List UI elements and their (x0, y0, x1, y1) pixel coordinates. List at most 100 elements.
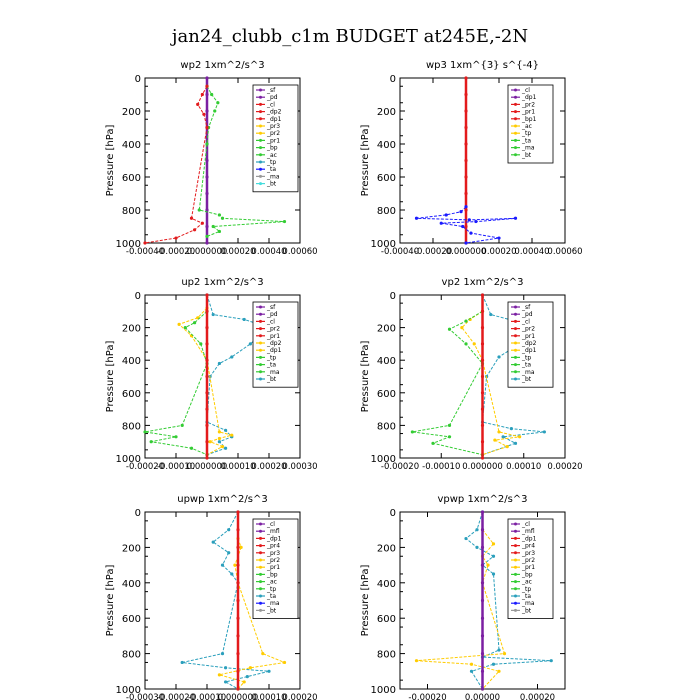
legend-marker (259, 174, 262, 178)
data-point (227, 551, 231, 555)
y-tick-label: 200 (377, 107, 396, 118)
legend-marker (259, 529, 262, 533)
legend-marker (514, 601, 517, 605)
y-tick-label: 200 (122, 107, 141, 118)
legend-marker (514, 341, 517, 345)
legend-marker (259, 167, 262, 171)
x-tick-label: -0.00020 (408, 693, 446, 700)
y-tick-label: 800 (377, 206, 396, 217)
legend-entry: _dp2 (266, 109, 282, 116)
legend-entry: _pr2 (266, 557, 280, 564)
x-tick-label: -0.00030 (126, 693, 164, 700)
legend-entry: _bt (521, 376, 532, 383)
data-point (236, 652, 240, 656)
data-point (211, 312, 215, 317)
legend-marker (259, 327, 262, 331)
data-point (189, 216, 194, 220)
legend-entry: _ac (266, 152, 277, 159)
data-point (239, 545, 243, 550)
legend-entry: _ac (266, 579, 277, 586)
data-point (205, 358, 209, 362)
legend-marker (259, 312, 262, 316)
legend-marker (259, 334, 262, 338)
data-point (205, 191, 209, 196)
legend-entry: _cl (521, 521, 530, 528)
legend-marker (259, 594, 262, 598)
x-tick-label: 0.00020 (481, 247, 516, 257)
legend-marker (514, 608, 517, 612)
data-point (486, 563, 490, 567)
legend-marker (259, 117, 262, 121)
x-tick-label: -0.00010 (422, 462, 460, 472)
data-point (509, 427, 513, 431)
legend-marker (259, 572, 262, 576)
data-point (236, 510, 240, 514)
y-tick-label: 1000 (371, 239, 396, 250)
legend-entry: _tp (266, 354, 276, 361)
data-point (475, 545, 479, 550)
data-point (469, 231, 473, 235)
panel-title: vpwp 1xm^2/s^3 (437, 494, 527, 505)
y-tick-label: 400 (377, 140, 396, 151)
legend-marker (514, 124, 517, 128)
legend-marker (514, 558, 517, 562)
data-point (480, 563, 485, 567)
y-tick-label: 600 (377, 614, 396, 625)
data-point (197, 208, 201, 212)
legend-marker (514, 88, 517, 92)
x-tick-label: 0.00040 (251, 247, 286, 257)
plot-frame (144, 511, 301, 690)
legend-box (252, 84, 299, 193)
data-point (217, 673, 221, 677)
data-point (248, 666, 252, 670)
data-point (505, 444, 509, 449)
legend-marker (259, 377, 262, 381)
data-point (174, 236, 178, 240)
data-point (474, 219, 478, 224)
data-point (461, 224, 465, 229)
data-point (447, 327, 452, 331)
legend-marker (259, 536, 262, 540)
data-point (480, 391, 485, 395)
data-point (200, 221, 204, 225)
legend-entry: _dp1 (521, 347, 537, 354)
y-tick-label: 0 (390, 508, 396, 519)
data-point (205, 440, 209, 444)
data-point (501, 435, 505, 439)
panel-title: vp2 1xm^2/s^3 (442, 277, 524, 288)
legend-entry: _tp (521, 130, 531, 137)
legend-entry: _dp1 (266, 116, 282, 123)
data-point (480, 374, 485, 379)
legend-entry: _bt (266, 376, 277, 383)
data-point (493, 438, 497, 442)
legend-entry: _mfl (521, 528, 535, 535)
data-point (464, 536, 468, 541)
data-point (464, 175, 468, 179)
legend-marker (259, 102, 262, 106)
data-point (220, 216, 225, 220)
data-point (480, 358, 485, 362)
legend-entry: _dp1 (521, 535, 537, 542)
legend-marker (514, 305, 517, 309)
data-point (469, 669, 474, 673)
data-point (497, 648, 501, 652)
y-tick-label: 600 (122, 614, 141, 625)
x-tick-label: -0.00040 (126, 247, 164, 257)
y-tick-label: 0 (390, 74, 396, 85)
y-tick-label: 0 (390, 291, 396, 302)
data-point (464, 224, 468, 229)
legend-entry: _sf (266, 87, 276, 94)
legend-entry: _bt (266, 181, 277, 188)
legend-entry: _pr3 (266, 550, 280, 557)
x-tick-label: 0.00040 (514, 247, 549, 257)
data-point (205, 76, 209, 80)
data-point (491, 572, 496, 576)
legend-entry: _ta (266, 362, 276, 369)
y-tick-label: 200 (377, 324, 396, 335)
panel-title: wp3 1xm^{3} s^{-4} (426, 60, 539, 71)
series-line (178, 307, 234, 456)
data-point (480, 309, 485, 313)
legend-entry: _bp (521, 571, 533, 578)
data-point (236, 669, 240, 673)
